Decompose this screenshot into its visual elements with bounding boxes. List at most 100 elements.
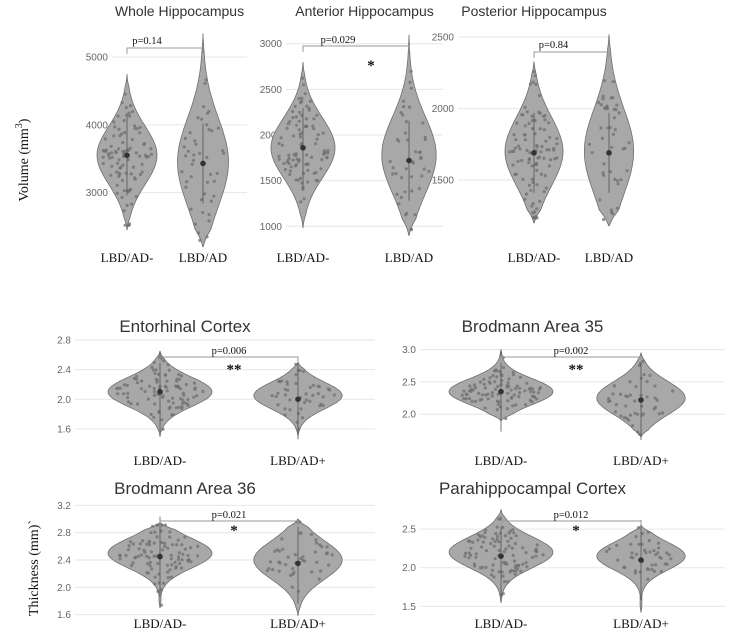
data-point — [494, 368, 498, 372]
data-point — [421, 121, 425, 125]
p-value-label: p=0.021 — [212, 510, 247, 521]
data-point — [154, 368, 158, 372]
data-point — [183, 401, 187, 405]
data-point — [146, 397, 150, 401]
p-value-label: p=0.012 — [554, 510, 589, 521]
data-point — [207, 219, 211, 223]
data-point — [495, 537, 499, 542]
data-point — [189, 175, 193, 179]
data-point — [127, 111, 131, 115]
data-point — [623, 146, 627, 150]
data-point — [650, 563, 654, 567]
data-point — [280, 379, 284, 383]
x-category-label: LBD/AD- — [134, 616, 187, 631]
data-point — [101, 162, 105, 166]
data-point — [120, 178, 125, 182]
data-point — [167, 406, 171, 410]
mean-point — [638, 557, 644, 563]
data-point — [671, 389, 675, 393]
data-point — [506, 399, 510, 403]
data-point — [661, 411, 665, 415]
data-point — [317, 384, 321, 389]
data-point — [514, 534, 518, 538]
data-point — [518, 391, 522, 395]
data-point — [300, 131, 304, 135]
data-point — [121, 140, 125, 145]
data-point — [216, 126, 220, 130]
data-point — [535, 143, 539, 148]
data-point — [498, 531, 502, 535]
data-point — [169, 553, 173, 557]
volume-y-axis-exponent: 3 — [14, 123, 25, 128]
data-point — [501, 574, 505, 578]
data-point — [495, 375, 499, 379]
data-point — [123, 92, 127, 96]
data-point — [305, 104, 309, 108]
data-point — [497, 540, 501, 544]
data-point — [490, 394, 494, 398]
mean-point — [300, 144, 306, 151]
data-point — [153, 575, 157, 579]
data-point — [474, 552, 478, 556]
data-point — [669, 557, 673, 561]
data-point — [598, 198, 602, 202]
data-point — [135, 402, 140, 406]
data-point — [462, 389, 466, 393]
data-point — [490, 568, 494, 573]
data-point — [555, 142, 559, 146]
data-point — [193, 139, 197, 143]
data-point — [306, 180, 310, 184]
data-point — [488, 376, 492, 380]
data-point — [419, 155, 423, 160]
data-point — [633, 411, 637, 415]
data-point — [209, 199, 213, 203]
data-point — [511, 553, 515, 557]
data-point — [116, 392, 120, 396]
data-point — [513, 146, 517, 150]
data-point — [118, 554, 122, 558]
data-point — [597, 100, 601, 105]
data-point — [163, 541, 167, 546]
data-point — [305, 153, 309, 157]
data-point — [527, 387, 531, 391]
data-point — [295, 123, 299, 127]
data-point — [528, 398, 532, 402]
significance-bracket — [126, 47, 204, 54]
data-point — [481, 540, 485, 544]
data-point — [535, 543, 539, 547]
data-point — [311, 124, 315, 128]
data-point — [300, 76, 305, 80]
data-point — [629, 542, 633, 546]
data-point — [539, 150, 543, 154]
data-point — [538, 199, 542, 203]
data-point — [101, 155, 105, 159]
data-point — [314, 170, 318, 175]
data-point — [520, 158, 524, 163]
data-point — [299, 200, 303, 204]
data-point — [483, 530, 487, 535]
data-point — [514, 569, 518, 573]
data-point — [531, 201, 535, 206]
data-point — [102, 149, 107, 153]
data-point — [513, 542, 518, 546]
data-point — [653, 396, 657, 400]
data-point — [511, 404, 515, 408]
data-point — [523, 105, 527, 109]
data-point — [464, 397, 468, 401]
x-category-label: LBD/AD — [585, 250, 633, 265]
data-point — [492, 544, 496, 548]
data-point — [152, 541, 156, 545]
data-point — [469, 387, 474, 391]
data-point — [270, 394, 274, 398]
data-point — [402, 99, 406, 103]
data-point — [537, 155, 542, 159]
data-point — [489, 573, 494, 577]
data-point — [491, 374, 495, 378]
data-point — [178, 561, 182, 566]
data-point — [543, 174, 547, 178]
data-point — [483, 535, 487, 539]
data-point — [288, 169, 292, 173]
data-point — [103, 137, 107, 141]
data-point — [321, 131, 325, 135]
